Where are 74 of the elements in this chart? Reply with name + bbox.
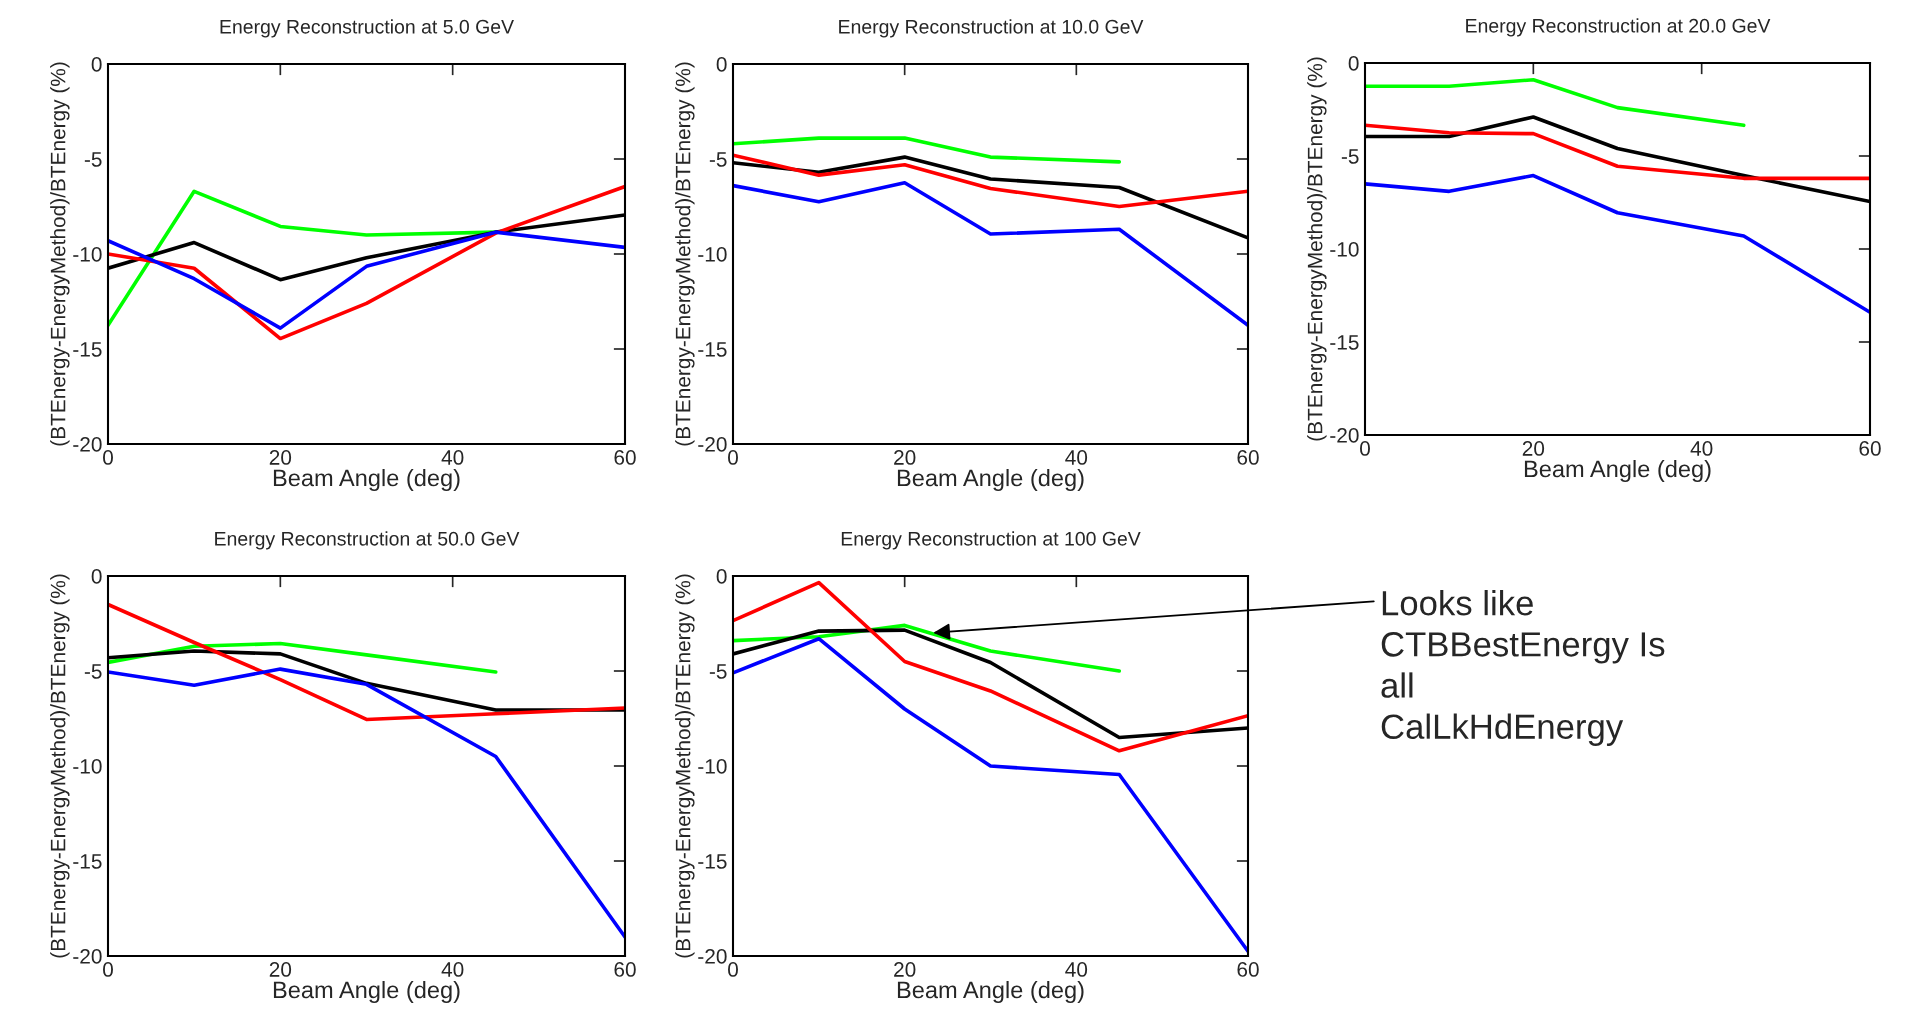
y-axis-title: (BTEnergy-EnergyMethod)/BTEnergy (%) (1307, 57, 1327, 441)
x-tick-label: 20 (269, 962, 292, 977)
x-tick-label: 0 (728, 962, 738, 977)
y-tick-label: 0 (1348, 56, 1359, 71)
chart-title: Energy Reconstruction at 100 GeV (841, 531, 1141, 550)
y-tick-label: -10 (73, 247, 102, 262)
y-tick-label: -15 (73, 342, 102, 357)
y-tick-label: 0 (716, 57, 727, 72)
chart-title: Energy Reconstruction at 50.0 GeV (215, 531, 520, 550)
chart-title: Energy Reconstruction at 10.0 GeV (839, 19, 1144, 38)
y-tick-label: 0 (91, 57, 102, 72)
x-tick-label: 0 (103, 962, 113, 977)
x-axis-title: Beam Angle (deg) (273, 468, 460, 491)
y-tick-label: -15 (73, 854, 102, 869)
x-tick-label: 20 (1522, 441, 1545, 456)
y-tick-label: -5 (84, 152, 102, 167)
y-tick-label: -10 (698, 759, 727, 774)
y-tick-label: -15 (698, 854, 727, 869)
y-axis-title: (BTEnergy-EnergyMethod)/BTEnergy (%) (50, 62, 70, 446)
line-series (733, 636, 1248, 954)
x-tick-label: 40 (441, 450, 464, 465)
y-tick-label: -5 (709, 152, 727, 167)
x-tick-label: 60 (614, 962, 636, 977)
x-tick-label: 60 (1237, 962, 1259, 977)
x-tick-label: 20 (894, 962, 916, 977)
y-axis-title: (BTEnergy-EnergyMethod)/BTEnergy (%) (675, 574, 695, 958)
x-axis-title: Beam Angle (deg) (897, 468, 1084, 491)
x-tick-label: 0 (1360, 441, 1370, 456)
line-series (733, 153, 1248, 209)
line-series (108, 189, 498, 328)
x-tick-label: 0 (728, 450, 738, 465)
line-series (733, 136, 1122, 164)
y-tick-label: -5 (1341, 149, 1359, 164)
y-axis-title: (BTEnergy-EnergyMethod)/BTEnergy (%) (50, 574, 70, 958)
y-axis-title: (BTEnergy-EnergyMethod)/BTEnergy (%) (675, 62, 695, 446)
y-tick-label: -20 (698, 949, 727, 964)
line-series (1365, 123, 1870, 181)
line-series (1365, 173, 1870, 315)
x-axis-title: Beam Angle (deg) (897, 980, 1084, 1003)
chart-title: Energy Reconstruction at 20.0 GeV (1466, 18, 1771, 37)
x-tick-label: 40 (1690, 441, 1713, 456)
y-tick-label: -20 (73, 949, 102, 964)
line-series (108, 602, 625, 722)
line-series (1365, 77, 1746, 128)
y-tick-label: -20 (1330, 428, 1359, 443)
x-tick-label: 20 (269, 450, 292, 465)
x-tick-label: 60 (614, 450, 636, 465)
line-series (108, 667, 625, 939)
x-tick-label: 40 (441, 962, 464, 977)
y-tick-label: -20 (73, 437, 102, 452)
y-tick-label: -15 (698, 342, 727, 357)
line-series (108, 230, 625, 330)
x-tick-label: 40 (1065, 962, 1088, 977)
line-series (108, 184, 625, 341)
line-series (733, 180, 1248, 328)
y-tick-label: -15 (1330, 335, 1359, 350)
x-tick-label: 0 (103, 450, 113, 465)
x-tick-label: 60 (1859, 441, 1881, 456)
y-tick-label: 0 (716, 569, 727, 584)
y-tick-label: -10 (698, 247, 727, 262)
y-tick-label: -5 (84, 664, 102, 679)
x-tick-label: 40 (1065, 450, 1088, 465)
chart-title: Energy Reconstruction at 5.0 GeV (220, 19, 514, 38)
y-tick-label: 0 (91, 569, 102, 584)
y-tick-label: -5 (709, 664, 727, 679)
y-tick-label: -10 (73, 759, 102, 774)
x-tick-label: 20 (894, 450, 916, 465)
x-axis-title: Beam Angle (deg) (1524, 459, 1711, 482)
x-tick-label: 60 (1237, 450, 1259, 465)
annotation: Looks like CTBBestEnergy Is all CalLkHdEnergy (1381, 590, 1665, 746)
y-tick-label: -10 (1330, 242, 1359, 257)
line-series (733, 580, 1248, 753)
y-tick-label: -20 (698, 437, 727, 452)
x-axis-title: Beam Angle (deg) (273, 980, 460, 1003)
